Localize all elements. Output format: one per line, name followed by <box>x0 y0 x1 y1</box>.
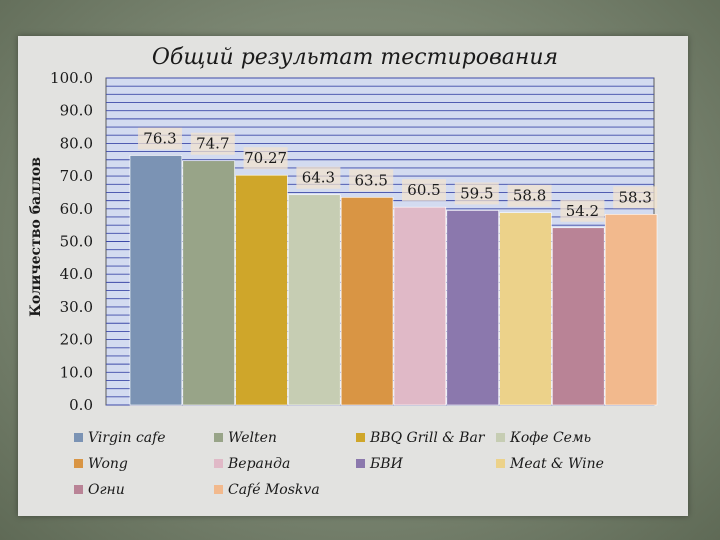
data-label-box <box>296 166 341 189</box>
data-label-text: 74.7 <box>196 135 229 153</box>
data-label-5: 63.5 <box>349 169 394 192</box>
bar-1 <box>129 155 183 406</box>
legend-label: Веранда <box>227 456 290 472</box>
legend-label: БВИ <box>369 456 404 472</box>
legend-label: Кофе Семь <box>509 430 591 446</box>
legend-item-10: Café Moskva <box>214 482 320 498</box>
bar-10 <box>604 214 658 406</box>
y-tick-label: 10.0 <box>60 363 93 381</box>
legend-swatch <box>74 485 83 494</box>
legend-swatch <box>356 459 365 468</box>
legend-swatch <box>214 485 223 494</box>
y-tick-label: 70.0 <box>60 167 93 185</box>
legend-swatch <box>496 433 505 442</box>
y-tick-label: 50.0 <box>60 233 93 251</box>
legend-swatch <box>496 459 505 468</box>
bar-6 <box>393 206 447 406</box>
data-label-4: 64.3 <box>296 166 341 189</box>
legend-label: Meat & Wine <box>509 456 604 472</box>
data-label-3: 70.27 <box>243 147 288 170</box>
bar-2 <box>182 160 235 406</box>
bar-5 <box>340 197 394 406</box>
legend-swatch <box>356 433 365 442</box>
data-label-8: 58.8 <box>507 184 552 207</box>
y-axis-label: Количество баллов <box>28 157 44 317</box>
data-label-box <box>349 169 394 192</box>
legend-swatch <box>214 459 223 468</box>
legend-label: Огни <box>88 482 125 498</box>
data-label-text: 58.3 <box>618 188 651 206</box>
data-label-box <box>402 179 446 202</box>
data-label-box <box>613 186 658 209</box>
data-label-10: 58.3 <box>613 186 658 209</box>
chart-title: Общий результат тестирования <box>152 45 558 70</box>
y-tick-label: 0.0 <box>69 396 93 414</box>
data-label-text: 63.5 <box>354 171 387 189</box>
data-label-box <box>507 184 552 207</box>
legend-item-5: Wong <box>74 456 128 472</box>
legend-item-6: Веранда <box>214 456 290 472</box>
legend-label: BBQ Grill & Bar <box>369 430 486 446</box>
legend-label: Welten <box>228 430 277 446</box>
data-label-text: 58.8 <box>513 187 546 205</box>
y-tick-label: 30.0 <box>60 298 93 316</box>
data-label-text: 70.27 <box>244 149 287 167</box>
legend-item-7: БВИ <box>356 456 404 472</box>
data-label-box <box>138 127 182 150</box>
bar-9 <box>552 227 605 406</box>
data-label-box <box>243 147 288 170</box>
legend-item-2: Welten <box>214 430 277 446</box>
data-label-box <box>560 199 605 222</box>
legend-label: Café Moskva <box>228 482 320 498</box>
legend-item-8: Meat & Wine <box>496 456 604 472</box>
bar-4 <box>288 194 341 406</box>
legend-item-1: Virgin cafe <box>74 430 166 446</box>
legend-item-9: Огни <box>74 482 125 498</box>
data-label-text: 76.3 <box>143 129 176 147</box>
legend-swatch <box>74 459 83 468</box>
bar-8 <box>499 212 552 406</box>
legend-label: Wong <box>88 456 128 472</box>
y-tick-label: 90.0 <box>60 102 93 120</box>
data-label-7: 59.5 <box>454 182 499 205</box>
y-tick-label: 80.0 <box>60 134 93 152</box>
data-label-text: 60.5 <box>407 181 440 199</box>
data-label-box <box>190 132 235 155</box>
y-tick-label: 60.0 <box>60 200 93 218</box>
legend-swatch <box>214 433 223 442</box>
data-label-text: 54.2 <box>566 202 599 220</box>
legend-swatch <box>74 433 83 442</box>
data-label-1: 76.3 <box>138 127 182 150</box>
data-label-6: 60.5 <box>402 179 446 202</box>
y-tick-label: 100.0 <box>50 69 93 87</box>
data-label-box <box>454 182 499 205</box>
data-label-text: 59.5 <box>460 184 493 202</box>
y-tick-label: 40.0 <box>60 265 93 283</box>
bar-3 <box>235 174 288 406</box>
legend-label: Virgin cafe <box>88 430 166 446</box>
legend-item-4: Кофе Семь <box>496 430 591 446</box>
legend-item-3: BBQ Grill & Bar <box>356 430 486 446</box>
data-label-2: 74.7 <box>190 132 235 155</box>
data-label-9: 54.2 <box>560 199 605 222</box>
y-tick-label: 20.0 <box>60 331 93 349</box>
bar-7 <box>446 210 499 406</box>
data-label-text: 64.3 <box>302 169 335 187</box>
